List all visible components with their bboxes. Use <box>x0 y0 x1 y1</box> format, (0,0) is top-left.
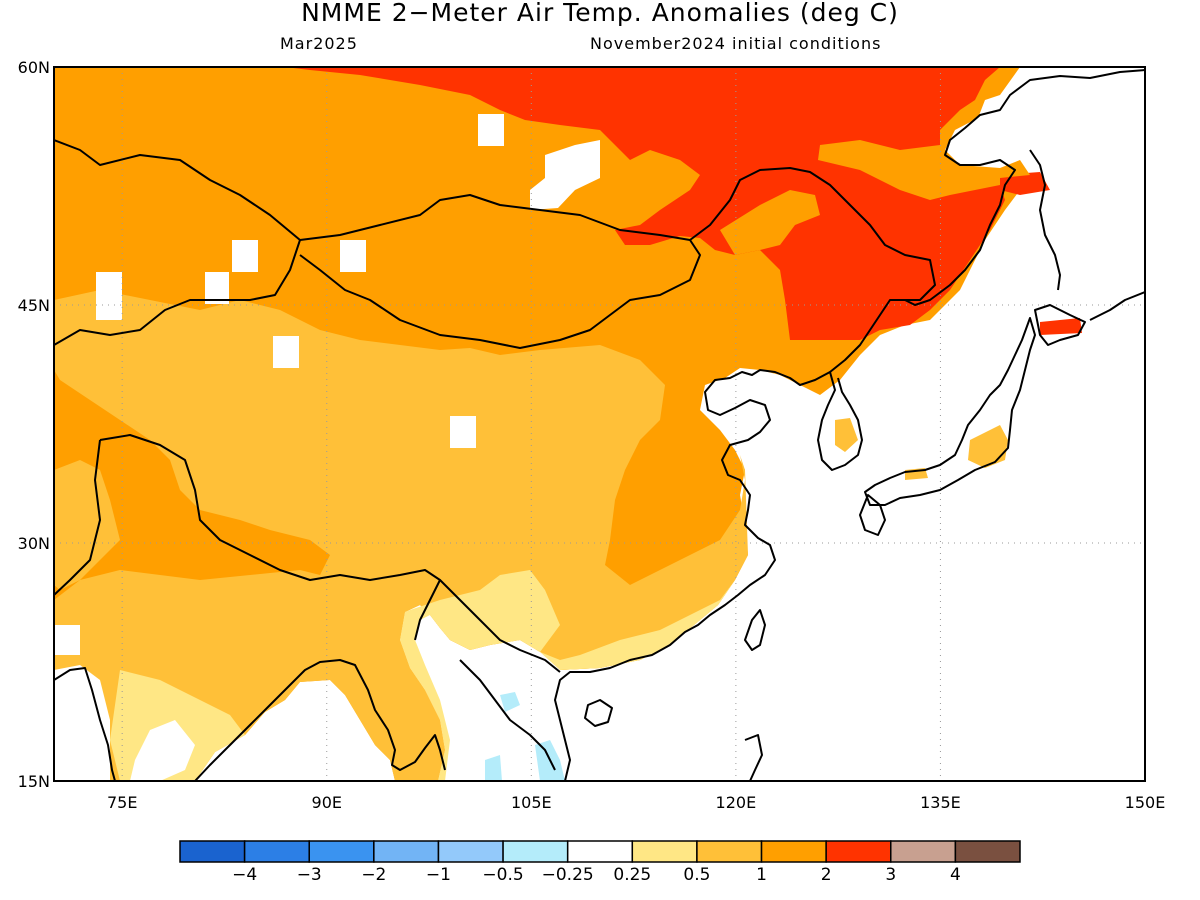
colorbar-label: 2 <box>821 865 832 885</box>
colorbar-swatch <box>502 840 569 863</box>
colorbar-swatch <box>954 840 1021 863</box>
missing-data-cell <box>205 272 229 304</box>
anomaly-region-minus-0.5-to-minus-0.25 <box>500 692 520 712</box>
coastline-taiwan <box>744 609 766 651</box>
border-kazakhstan <box>54 139 301 346</box>
border-himalaya <box>99 434 441 641</box>
anomaly-region-2-to-3 <box>1000 172 1050 195</box>
border-china-mongolia <box>299 194 701 349</box>
colorbar-swatch <box>760 840 827 863</box>
lat-tick-label: 15N <box>18 772 50 791</box>
colorbar-label: 0.5 <box>683 865 710 885</box>
coastline-sakhalin <box>1029 149 1061 291</box>
colorbar-swatch <box>243 840 310 863</box>
border-russia-china-northeast <box>689 167 936 301</box>
colorbar-label: 4 <box>950 865 961 885</box>
lat-tick-label: 45N <box>18 296 50 315</box>
initial-conditions-label: November2024 initial conditions <box>590 34 882 53</box>
colorbar-label: −0.5 <box>482 865 523 885</box>
lat-tick-label: 60N <box>18 58 50 77</box>
coastline-korea <box>817 371 863 471</box>
missing-data-cell <box>232 240 258 272</box>
anomaly-patch-0.5-to-1 <box>54 460 120 590</box>
lon-tick-label: 150E <box>1125 793 1166 812</box>
colorbar-swatch <box>179 840 246 863</box>
coastline-philippines <box>744 734 763 781</box>
coastline-india <box>54 667 116 781</box>
coastline-mainland <box>554 69 1145 781</box>
colorbar-swatch <box>373 840 440 863</box>
anomaly-region-near-zero <box>130 720 195 781</box>
colorbar-swatch <box>696 840 763 863</box>
colorbar-label: 0.25 <box>613 865 651 885</box>
anomaly-region-0.25-to-0.5 <box>400 570 560 781</box>
anomaly-patch-0.5-to-1 <box>835 418 858 452</box>
missing-data-cell <box>450 416 476 448</box>
colorbar-label: −3 <box>297 865 322 885</box>
coastline-bay-of-bengal <box>194 659 446 781</box>
missing-data-cell <box>530 140 600 210</box>
colorbar-swatch <box>825 840 892 863</box>
lat-tick-label: 30N <box>18 534 50 553</box>
coastline-hainan <box>584 699 613 727</box>
anomaly-region-minus-0.5-to-minus-0.25 <box>485 755 502 781</box>
lon-tick-label: 135E <box>920 793 961 812</box>
anomaly-region-2-to-3 <box>1040 318 1082 335</box>
map-title: NMME 2−Meter Air Temp. Anomalies (deg C) <box>301 0 899 27</box>
colorbar-label: −4 <box>232 865 257 885</box>
missing-data-cell <box>478 114 504 146</box>
missing-data-cell <box>96 272 122 320</box>
colorbar-swatch <box>437 840 504 863</box>
coastline-kamchatka-kurils <box>1089 291 1145 321</box>
lon-tick-label: 90E <box>312 793 342 812</box>
colorbar-label: −0.25 <box>542 865 594 885</box>
missing-data-cell <box>340 240 366 272</box>
anomaly-patch-1-to-2 <box>720 190 820 255</box>
lon-tick-label: 75E <box>107 793 137 812</box>
map-frame <box>53 66 1146 782</box>
border-china-southeast-asia <box>439 579 561 673</box>
valid-month-label: Mar2025 <box>280 34 358 53</box>
colorbar-swatch <box>566 840 634 863</box>
colorbar-swatch <box>631 840 698 863</box>
anomaly-region-0.25-to-0.5 <box>540 580 735 670</box>
colorbar-label: 3 <box>885 865 896 885</box>
colorbar-label: −2 <box>361 865 386 885</box>
anomaly-patch-0.5-to-1 <box>968 425 1008 468</box>
colorbar-swatch <box>308 840 375 863</box>
border-indochina <box>459 659 556 771</box>
anomaly-region-2-to-3 <box>285 67 1005 340</box>
coastline-hokkaido <box>1034 304 1086 346</box>
border-india-pakistan <box>54 439 101 596</box>
coastlines <box>54 69 1145 781</box>
anomaly-region-near-zero <box>54 665 110 781</box>
colorbar-label: 1 <box>756 865 767 885</box>
colorbar-label: −1 <box>426 865 451 885</box>
lon-tick-label: 105E <box>511 793 552 812</box>
missing-data-cell <box>273 336 299 368</box>
coastline-kyushu <box>859 494 886 536</box>
missing-data-cell <box>54 625 80 655</box>
lon-tick-label: 120E <box>716 793 757 812</box>
colorbar-swatch <box>890 840 957 863</box>
axis-labels: 75E 90E 105E 120E 135E 150E 15N 30N 45N 60N <box>18 58 1166 812</box>
